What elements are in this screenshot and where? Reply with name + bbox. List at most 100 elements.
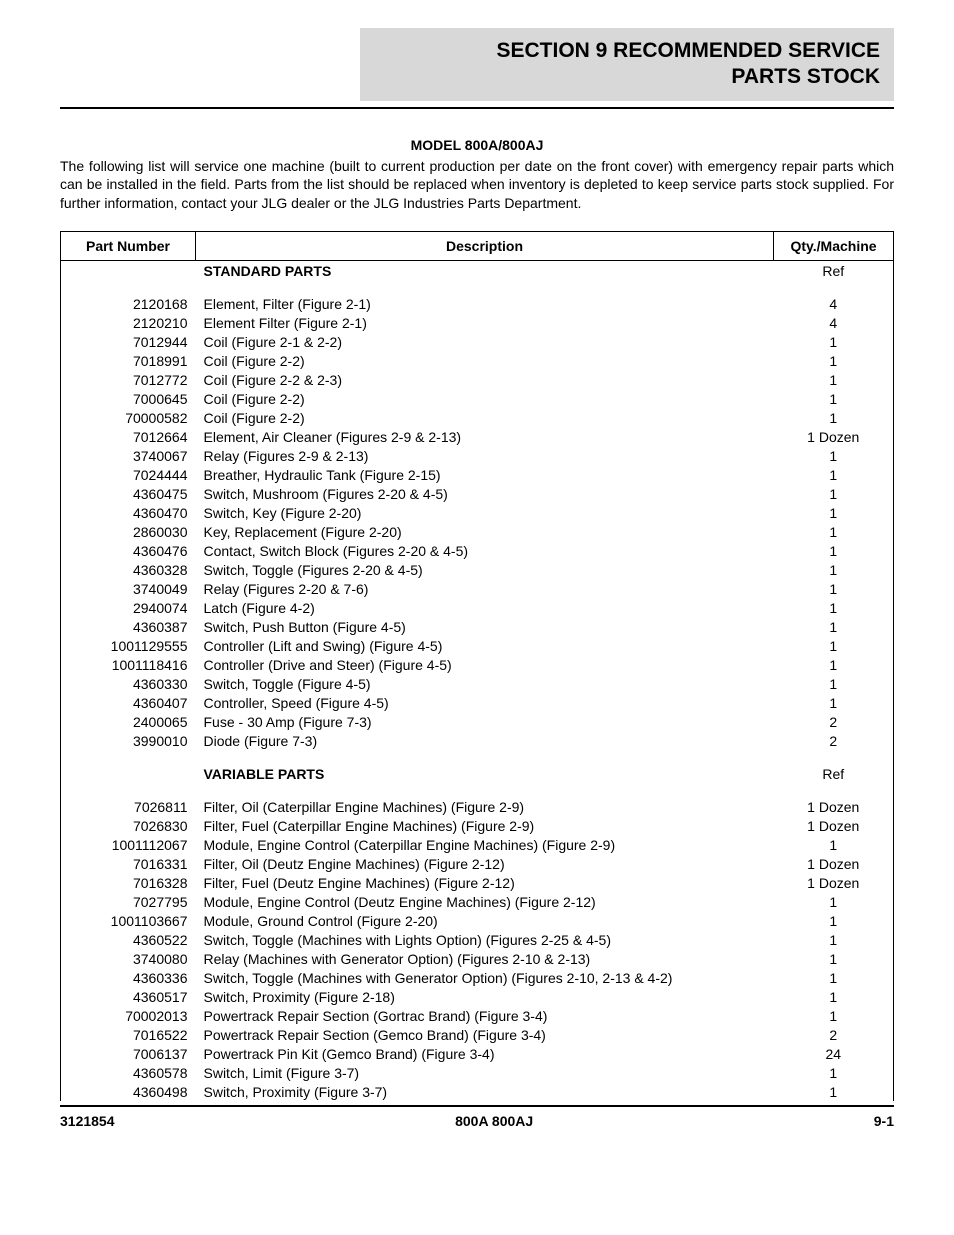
cell-qty: 1 Dozen	[774, 427, 894, 446]
cell-desc: Powertrack Repair Section (Gemco Brand) …	[196, 1025, 774, 1044]
section-header-line1: SECTION 9 RECOMMENDED SERVICE	[374, 38, 880, 64]
intro-paragraph: The following list will service one mach…	[60, 157, 894, 214]
cell-desc: Coil (Figure 2-2 & 2-3)	[196, 370, 774, 389]
col-header-qty: Qty./Machine	[774, 232, 894, 261]
cell-pn	[61, 261, 196, 281]
cell-desc: Filter, Fuel (Caterpillar Engine Machine…	[196, 816, 774, 835]
table-row: 2940074Latch (Figure 4-2)1	[61, 598, 894, 617]
cell-desc: Relay (Figures 2-9 & 2-13)	[196, 446, 774, 465]
header-rule	[60, 107, 894, 109]
spacer-row	[61, 280, 894, 294]
cell-pn: 7000645	[61, 389, 196, 408]
table-row: 7012772Coil (Figure 2-2 & 2-3)1	[61, 370, 894, 389]
table-row: 4360407Controller, Speed (Figure 4-5)1	[61, 693, 894, 712]
table-row: 2400065Fuse - 30 Amp (Figure 7-3)2	[61, 712, 894, 731]
table-row: 4360328Switch, Toggle (Figures 2-20 & 4-…	[61, 560, 894, 579]
cell-pn: 7016331	[61, 854, 196, 873]
table-row: 3740080Relay (Machines with Generator Op…	[61, 949, 894, 968]
table-row: 4360476Contact, Switch Block (Figures 2-…	[61, 541, 894, 560]
table-row: 1001112067Module, Engine Control (Caterp…	[61, 835, 894, 854]
cell-pn: 1001129555	[61, 636, 196, 655]
cell-qty: 1	[774, 1082, 894, 1101]
cell-qty: 1	[774, 693, 894, 712]
cell-qty: 1	[774, 389, 894, 408]
cell-pn: 70002013	[61, 1006, 196, 1025]
cell-pn: 2120210	[61, 313, 196, 332]
cell-pn: 4360498	[61, 1082, 196, 1101]
cell-qty: 1	[774, 930, 894, 949]
table-row: 2860030Key, Replacement (Figure 2-20)1	[61, 522, 894, 541]
cell-qty: 1	[774, 579, 894, 598]
table-row: 4360330Switch, Toggle (Figure 4-5)1	[61, 674, 894, 693]
parts-table: Part Number Description Qty./Machine STA…	[60, 231, 894, 1101]
cell-qty: 1	[774, 911, 894, 930]
cell-qty: 1	[774, 560, 894, 579]
cell-pn: 4360470	[61, 503, 196, 522]
table-row: 7006137Powertrack Pin Kit (Gemco Brand) …	[61, 1044, 894, 1063]
cell-desc: Filter, Oil (Deutz Engine Machines) (Fig…	[196, 854, 774, 873]
table-row: 1001129555Controller (Lift and Swing) (F…	[61, 636, 894, 655]
table-row: 7018991Coil (Figure 2-2)1	[61, 351, 894, 370]
cell-desc: Switch, Toggle (Figures 2-20 & 4-5)	[196, 560, 774, 579]
table-row: 2120210Element Filter (Figure 2-1)4	[61, 313, 894, 332]
cell-pn: 4360522	[61, 930, 196, 949]
table-row: 3740067Relay (Figures 2-9 & 2-13)1	[61, 446, 894, 465]
cell-desc: Filter, Oil (Caterpillar Engine Machines…	[196, 797, 774, 816]
cell-pn: 4360476	[61, 541, 196, 560]
footer-right: 9-1	[874, 1113, 894, 1129]
cell-qty: 1	[774, 484, 894, 503]
cell-qty: 2	[774, 712, 894, 731]
cell-desc: Element, Air Cleaner (Figures 2-9 & 2-13…	[196, 427, 774, 446]
cell-desc: Powertrack Pin Kit (Gemco Brand) (Figure…	[196, 1044, 774, 1063]
table-row: 4360475Switch, Mushroom (Figures 2-20 & …	[61, 484, 894, 503]
cell-pn: 70000582	[61, 408, 196, 427]
cell-desc: Controller (Lift and Swing) (Figure 4-5)	[196, 636, 774, 655]
cell-pn: 3740080	[61, 949, 196, 968]
cell-pn: 4360330	[61, 674, 196, 693]
cell-qty: 2	[774, 1025, 894, 1044]
cell-qty: 1	[774, 1063, 894, 1082]
cell-pn: 7026830	[61, 816, 196, 835]
cell-pn: 4360336	[61, 968, 196, 987]
cell-pn: 1001112067	[61, 835, 196, 854]
section-label: STANDARD PARTS	[196, 261, 774, 281]
cell-desc: Powertrack Repair Section (Gortrac Brand…	[196, 1006, 774, 1025]
cell-pn: 1001103667	[61, 911, 196, 930]
cell-desc: Coil (Figure 2-2)	[196, 389, 774, 408]
cell-desc: Module, Engine Control (Caterpillar Engi…	[196, 835, 774, 854]
cell-qty: 1	[774, 465, 894, 484]
cell-desc: Switch, Mushroom (Figures 2-20 & 4-5)	[196, 484, 774, 503]
cell-pn: 4360387	[61, 617, 196, 636]
page: SECTION 9 RECOMMENDED SERVICE PARTS STOC…	[0, 0, 954, 1169]
table-row: 1001118416Controller (Drive and Steer) (…	[61, 655, 894, 674]
cell-qty: 1	[774, 835, 894, 854]
cell-qty: 1	[774, 598, 894, 617]
bottom-rule	[60, 1105, 894, 1107]
cell-qty: 2	[774, 731, 894, 750]
cell-pn: 7006137	[61, 1044, 196, 1063]
cell-pn: 7024444	[61, 465, 196, 484]
cell-pn	[61, 764, 196, 783]
cell-desc: Switch, Limit (Figure 3-7)	[196, 1063, 774, 1082]
cell-qty: 1	[774, 892, 894, 911]
table-row: 4360470Switch, Key (Figure 2-20)1	[61, 503, 894, 522]
spacer-row	[61, 783, 894, 797]
cell-qty: 24	[774, 1044, 894, 1063]
cell-pn: 4360407	[61, 693, 196, 712]
table-row: 2120168Element, Filter (Figure 2-1)4	[61, 294, 894, 313]
model-line: MODEL 800A/800AJ	[60, 137, 894, 153]
cell-pn: 4360328	[61, 560, 196, 579]
cell-desc: Module, Engine Control (Deutz Engine Mac…	[196, 892, 774, 911]
cell-pn: 7026811	[61, 797, 196, 816]
cell-qty: 1	[774, 1006, 894, 1025]
table-section-row: STANDARD PARTSRef	[61, 261, 894, 281]
cell-pn: 2400065	[61, 712, 196, 731]
cell-desc: Contact, Switch Block (Figures 2-20 & 4-…	[196, 541, 774, 560]
cell-pn: 3740067	[61, 446, 196, 465]
table-row: 7012944Coil (Figure 2-1 & 2-2)1	[61, 332, 894, 351]
section-label: VARIABLE PARTS	[196, 764, 774, 783]
cell-desc: Key, Replacement (Figure 2-20)	[196, 522, 774, 541]
cell-qty: 1	[774, 408, 894, 427]
cell-pn: 7012772	[61, 370, 196, 389]
cell-qty: 1	[774, 968, 894, 987]
